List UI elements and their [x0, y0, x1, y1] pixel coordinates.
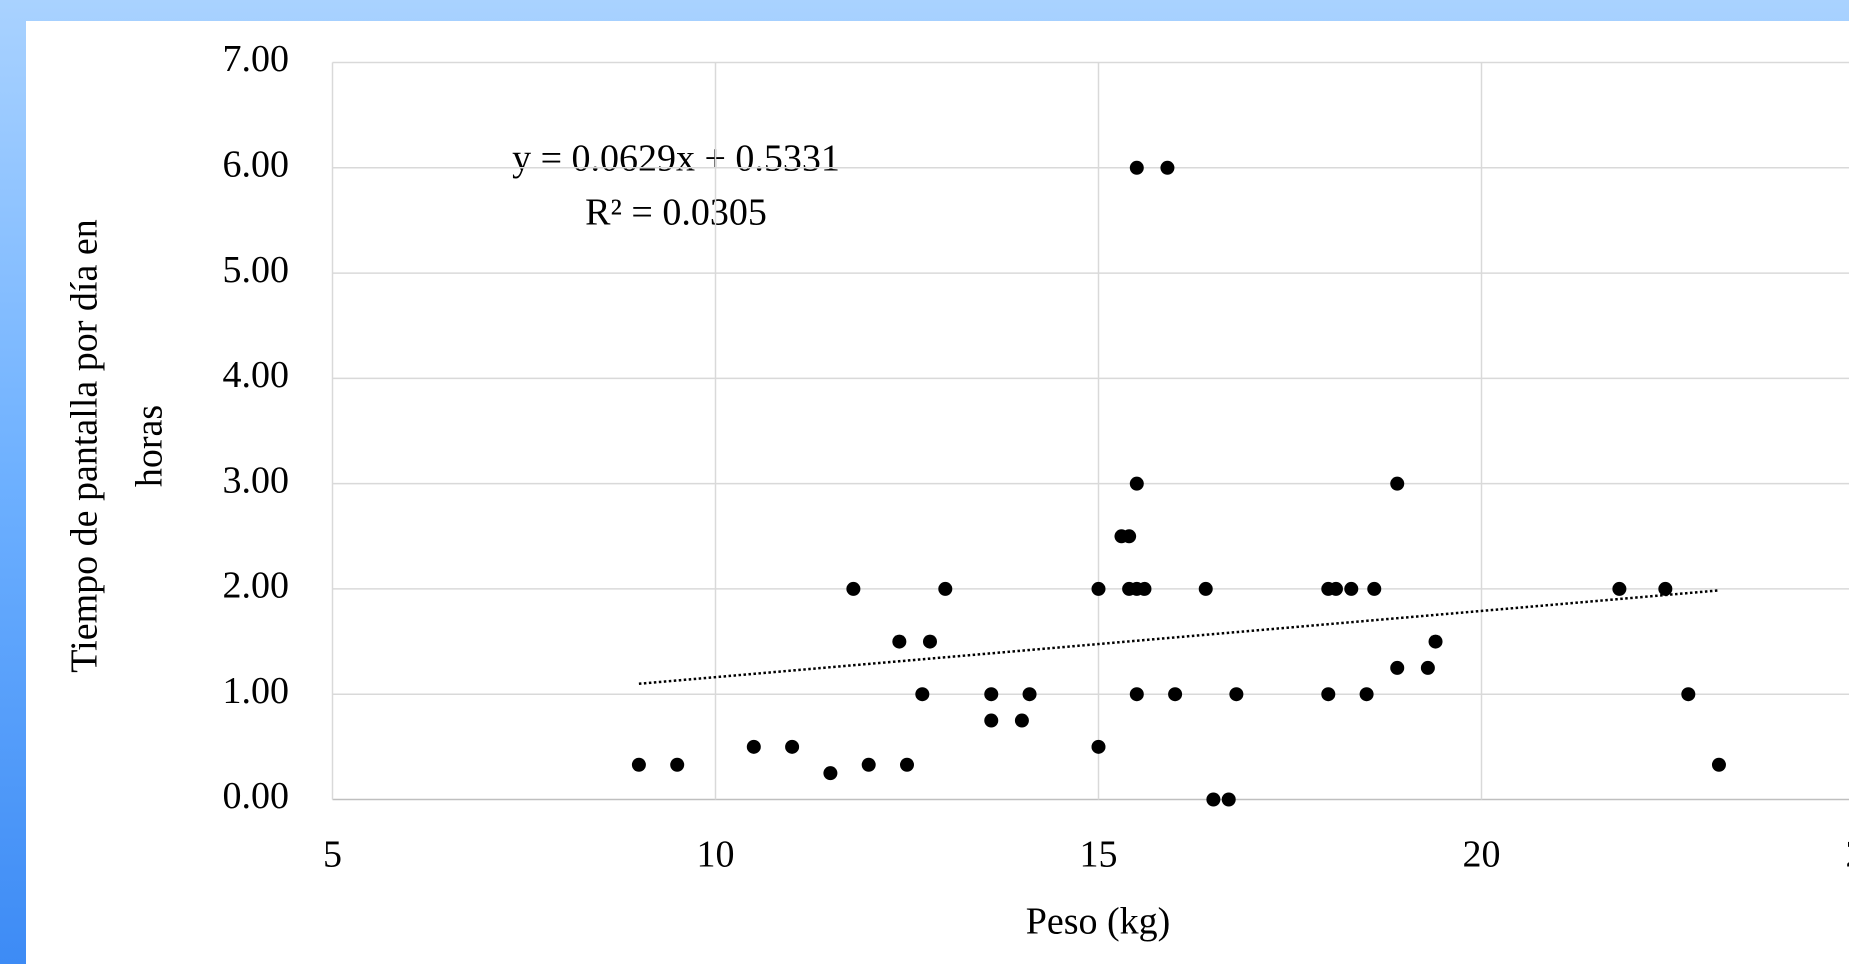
data-point — [1612, 581, 1627, 596]
y-axis-label: Tiempo de pantalla por día en — [64, 219, 106, 672]
data-point — [1129, 476, 1144, 491]
data-point — [1420, 660, 1435, 675]
data-point — [892, 634, 907, 649]
data-point — [1367, 581, 1382, 596]
data-point — [1658, 581, 1673, 596]
data-point — [1129, 160, 1144, 175]
x-tick-label: 20 — [1463, 834, 1501, 876]
chart-panel: Peso (kg) Tiempo de pantalla por día en … — [26, 21, 1849, 964]
data-point — [1022, 687, 1037, 702]
chart: Peso (kg) Tiempo de pantalla por día en … — [64, 38, 1849, 943]
trendline — [638, 589, 1720, 686]
x-tick-label: 10 — [697, 834, 735, 876]
y-tick-label: 6.00 — [223, 144, 290, 186]
data-point — [823, 766, 838, 781]
data-point — [1168, 687, 1183, 702]
data-point — [1681, 687, 1696, 702]
data-point — [1129, 687, 1144, 702]
trendline-equation: y = 0.0629x + 0.5331 — [512, 138, 840, 180]
data-point — [846, 581, 861, 596]
data-point — [938, 581, 953, 596]
data-point — [746, 739, 761, 754]
data-point — [1321, 687, 1336, 702]
data-point — [1137, 581, 1152, 596]
data-point — [1160, 160, 1175, 175]
data-point — [1122, 529, 1137, 544]
y-tick-label: 4.00 — [223, 354, 290, 396]
data-point — [922, 634, 937, 649]
data-point — [670, 757, 685, 772]
data-point — [1221, 792, 1236, 807]
data-point — [1711, 757, 1726, 772]
data-point — [861, 757, 876, 772]
data-point — [1390, 476, 1405, 491]
r-squared: R² = 0.0305 — [585, 192, 767, 234]
y-tick-label: 1.00 — [223, 670, 290, 712]
y-tick-label: 0.00 — [223, 775, 290, 817]
x-axis-label: Peso (kg) — [1026, 901, 1171, 943]
data-point — [984, 687, 999, 702]
data-point — [900, 757, 914, 772]
y-axis-label: horas — [129, 405, 171, 487]
y-tick-label: 5.00 — [223, 249, 290, 291]
data-point — [1091, 739, 1106, 754]
x-tick-label: 15 — [1080, 834, 1118, 876]
data-point — [1344, 581, 1359, 596]
x-tick-label: 25 — [1846, 834, 1849, 876]
data-point — [915, 687, 930, 702]
data-point — [984, 713, 999, 728]
data-point — [785, 739, 800, 754]
data-point — [631, 757, 646, 772]
data-point — [1428, 634, 1443, 649]
x-tick-label: 5 — [323, 834, 342, 876]
data-point — [1014, 713, 1029, 728]
data-point — [1359, 687, 1374, 702]
y-tick-label: 2.00 — [223, 565, 290, 607]
data-point — [1390, 660, 1405, 675]
y-tick-label: 3.00 — [223, 459, 290, 501]
data-point — [1206, 792, 1221, 807]
data-point — [1091, 581, 1106, 596]
data-point — [1229, 687, 1244, 702]
y-tick-label: 7.00 — [223, 38, 290, 80]
data-point — [1198, 581, 1213, 596]
data-point — [1328, 581, 1343, 596]
